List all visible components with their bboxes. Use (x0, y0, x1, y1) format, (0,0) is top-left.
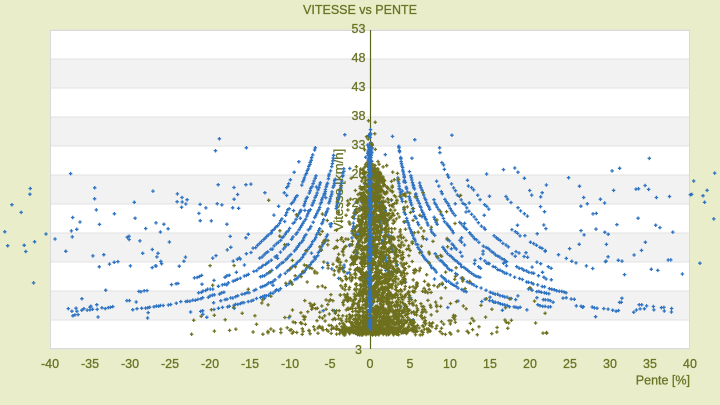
svg-text:33: 33 (352, 138, 366, 152)
svg-text:VITESSE vs PENTE: VITESSE vs PENTE (303, 3, 417, 17)
svg-text:40: 40 (683, 357, 697, 371)
svg-text:-15: -15 (241, 357, 259, 371)
svg-text:-30: -30 (121, 357, 139, 371)
svg-text:-10: -10 (281, 357, 299, 371)
svg-text:30: 30 (603, 357, 617, 371)
svg-text:Pente [%]: Pente [%] (636, 374, 690, 388)
svg-text:25: 25 (563, 357, 577, 371)
svg-text:48: 48 (352, 51, 366, 65)
svg-text:35: 35 (643, 357, 657, 371)
svg-text:5: 5 (407, 357, 414, 371)
svg-text:3: 3 (355, 343, 362, 357)
svg-text:-20: -20 (201, 357, 219, 371)
svg-text:20: 20 (523, 357, 537, 371)
svg-text:8: 8 (355, 283, 362, 297)
svg-text:10: 10 (443, 357, 457, 371)
svg-text:38: 38 (352, 109, 366, 123)
svg-text:-35: -35 (81, 357, 99, 371)
svg-text:43: 43 (352, 80, 366, 94)
svg-text:0: 0 (367, 357, 374, 371)
svg-text:15: 15 (483, 357, 497, 371)
svg-text:53: 53 (352, 22, 366, 36)
svg-text:-5: -5 (324, 357, 335, 371)
svg-text:-25: -25 (161, 357, 179, 371)
svg-text:-40: -40 (41, 357, 59, 371)
